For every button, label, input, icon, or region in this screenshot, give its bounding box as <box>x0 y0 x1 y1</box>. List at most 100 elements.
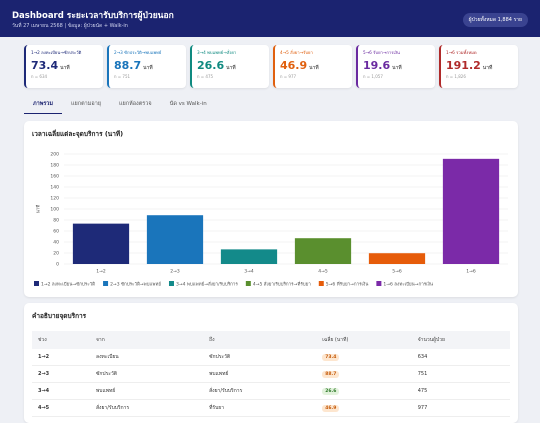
kpi-n: n = 751 <box>114 74 131 79</box>
kpi-unit: นาที <box>143 65 153 71</box>
y-tick-label: 100 <box>50 207 59 213</box>
header: Dashboard ระยะเวลารับบริการผู้ป่วยนอก วั… <box>0 0 540 37</box>
table-header: เฉลี่ย (นาที) <box>316 331 412 349</box>
kpi-value: 19.6 <box>363 59 391 72</box>
legend-swatch <box>318 281 324 286</box>
kpi-value-row: 88.7 นาที <box>114 59 181 72</box>
table-header: จำนวนผู้ป่วย <box>411 331 510 349</box>
kpi-value: 73.4 <box>31 59 59 72</box>
table-cell: 2→3 <box>32 365 90 383</box>
y-tick-label: 80 <box>53 218 59 224</box>
table-row: 3→4 พบแพทย์ สั่งยา/รับบริการ 26.6 475 <box>32 382 510 400</box>
legend-swatch <box>376 281 382 286</box>
avg-badge: 26.6 <box>322 388 340 395</box>
kpi-unit: นาที <box>309 65 319 71</box>
table-cell: 634 <box>411 349 510 366</box>
y-tick-label: 40 <box>53 240 59 246</box>
legend-label: 3→4 พบแพทย์→สั่งยา/รับบริการ <box>176 280 238 287</box>
table-cell: พบแพทย์ <box>203 365 317 383</box>
legend-label: 1→6 ลงทะเบียน→การเงิน <box>383 281 433 287</box>
table-cell: 26.6 <box>316 382 412 400</box>
tab[interactable]: ภาพรวม <box>24 97 63 114</box>
y-tick-label: 160 <box>50 174 59 180</box>
legend-label: 5→6 ที่รับยา→การเงิน <box>326 280 369 287</box>
y-tick-label: 20 <box>53 251 59 257</box>
kpi-n: n = 475 <box>197 74 214 79</box>
kpi-value: 26.6 <box>197 59 225 72</box>
kpi-value: 46.9 <box>280 59 308 72</box>
header-subtitle: วันที่ 27 เมษายน 2568 | ข้อมูล: ผู้ป่วยน… <box>12 23 128 29</box>
table-card: คำอธิบายจุดบริการ ช่วง จาก ถึง เฉลี่ย (นาที… <box>24 303 518 423</box>
kpi-n: n = 1,826 <box>446 74 466 79</box>
kpi-unit: นาที <box>482 65 493 71</box>
kpi-unit: นาที <box>226 65 236 71</box>
table-cell: สั่งยา/รับบริการ <box>90 399 204 417</box>
kpi-card: 4→5 สั่งยา→รับยา 46.9 นาที n = 977 <box>273 45 352 88</box>
table-cell: 977 <box>411 399 510 417</box>
x-tick-label: 1→2 <box>96 269 106 275</box>
x-tick-label: 1→6 <box>466 269 476 275</box>
table-cell: 751 <box>411 365 510 383</box>
y-tick-label: 0 <box>56 262 59 268</box>
table-cell: 88.7 <box>316 365 412 383</box>
chart-card: เวลาเฉลี่ยแต่ละจุดบริการ (นาที) นาที 0 20 4… <box>24 121 518 297</box>
kpi-unit: นาที <box>60 65 70 71</box>
legend-label: 2→3 ซักประวัติ→พบแพทย์ <box>110 280 161 287</box>
bar <box>294 238 352 264</box>
kpi-label: 1→6 รวมทั้งหมด <box>446 50 477 55</box>
kpi-value: 88.7 <box>114 59 142 72</box>
table-cell: 1→2 <box>32 349 90 366</box>
bar <box>368 253 426 264</box>
y-tick-label: 140 <box>50 185 59 191</box>
legend-label: 1→2 ลงทะเบียน→ซักประวัติ <box>41 281 95 287</box>
kpi-n: n = 1,057 <box>363 74 383 79</box>
kpi-value-row: 26.6 นาที <box>197 59 264 72</box>
table-cell: ที่รับยา <box>203 399 317 417</box>
table-cell: 475 <box>411 382 510 400</box>
kpi-value: 191.2 <box>446 59 481 72</box>
kpi-n: n = 977 <box>280 74 297 79</box>
chart-title: เวลาเฉลี่ยแต่ละจุดบริการ (นาที) <box>32 130 124 138</box>
x-tick-label: 5→6 <box>392 269 402 275</box>
chart: นาที 0 20 40 60 80 100 120 140 160 180 200 1→2 2→3 3→4… <box>34 152 508 287</box>
kpi-card: 3→4 พบแพทย์→สั่งยา 26.6 นาที n = 475 <box>190 45 269 88</box>
tab[interactable]: นัด vs Walk-in <box>169 101 207 107</box>
table-cell: ลงทะเบียน <box>90 349 204 366</box>
avg-badge: 73.4 <box>322 354 340 361</box>
y-tick-label: 180 <box>50 163 59 169</box>
legend-label: 4→5 สั่งยา/รับบริการ→ที่รับยา <box>253 280 311 287</box>
legend-swatch <box>245 281 251 286</box>
table-row: 2→3 ซักประวัติ พบแพทย์ 88.7 751 <box>32 365 510 383</box>
table-cell: ซักประวัติ <box>203 349 317 366</box>
tab[interactable]: แยกตามอายุ <box>71 101 102 107</box>
table-row: 4→5 สั่งยา/รับบริการ ที่รับยา 46.9 977 <box>32 399 510 417</box>
y-tick-label: 60 <box>53 229 59 235</box>
kpi-label: 4→5 สั่งยา→รับยา <box>280 50 313 55</box>
table-cell: 3→4 <box>32 382 90 400</box>
table-title: คำอธิบายจุดบริการ <box>32 312 87 320</box>
x-tick-label: 3→4 <box>244 269 254 275</box>
kpi-card: 1→6 รวมทั้งหมด 191.2 นาที n = 1,826 <box>439 45 518 88</box>
table-row: 1→2 ลงทะเบียน ซักประวัติ 73.4 634 <box>32 349 510 366</box>
kpi-card: 2→3 ซักประวัติ→พบแพทย์ 88.7 นาที n = 751 <box>107 45 186 88</box>
kpi-label: 2→3 ซักประวัติ→พบแพทย์ <box>114 50 162 55</box>
tabs: ภาพรวม แยกตามอายุ แยกห้องตรวจ นัด vs Walk-i… <box>24 97 216 114</box>
table-cell: 4→5 <box>32 399 90 417</box>
table-cell: 73.4 <box>316 349 412 366</box>
kpi-row: 1→2 ลงทะเบียน→ซักประวัติ 73.4 นาที n = 634 2… <box>24 45 518 88</box>
x-tick-label: 2→3 <box>170 269 180 275</box>
table-cell: 46.9 <box>316 399 412 417</box>
bar <box>146 215 204 264</box>
table-header: ช่วง <box>32 331 90 349</box>
kpi-card: 1→2 ลงทะเบียน→ซักประวัติ 73.4 นาที n = 634 <box>24 45 103 88</box>
bar <box>220 249 278 264</box>
kpi-n: n = 634 <box>31 74 48 79</box>
kpi-unit: นาที <box>392 65 402 71</box>
tab[interactable]: แยกห้องตรวจ <box>119 101 152 107</box>
avg-badge: 46.9 <box>322 405 340 412</box>
x-tick-label: 4→5 <box>318 269 328 275</box>
bar <box>72 223 130 264</box>
y-tick-label: 120 <box>50 196 59 202</box>
header-badge: ผู้ป่วยทั้งหมด 1,884 ราย <box>462 13 528 27</box>
